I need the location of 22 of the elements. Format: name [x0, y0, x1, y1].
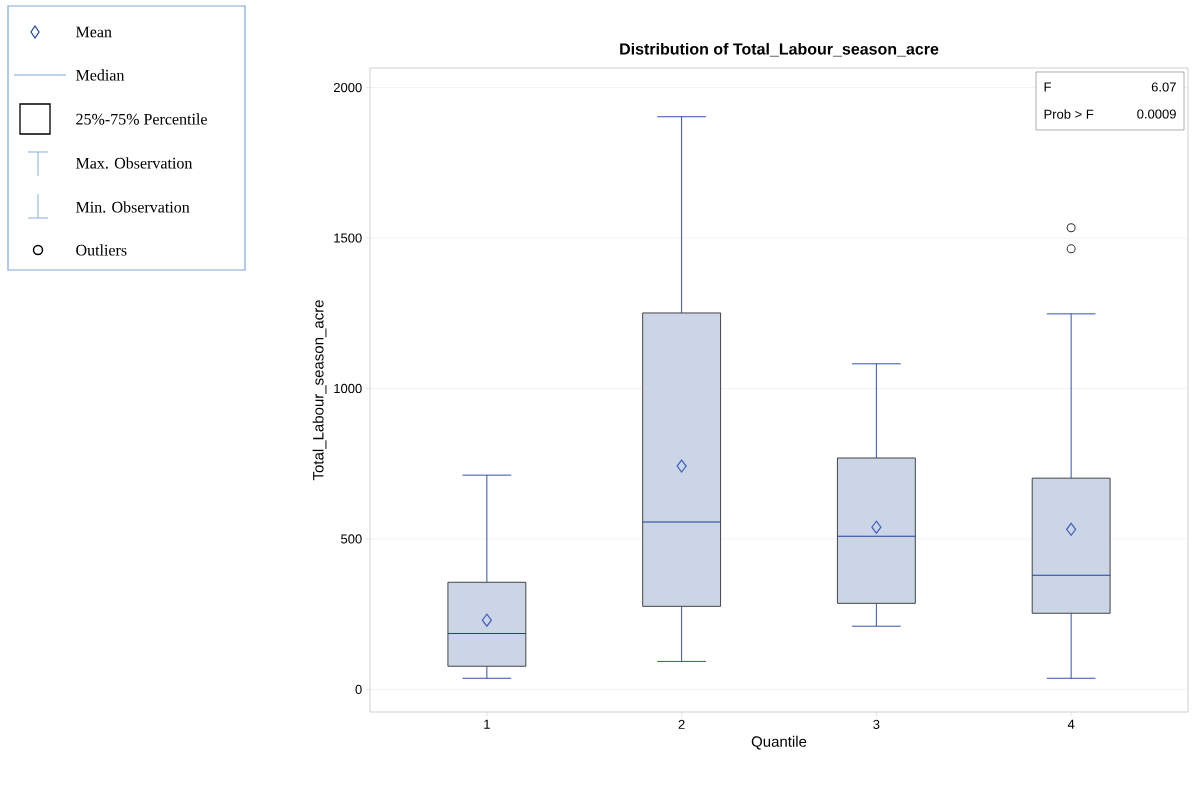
- text: Max. Observation: [76, 157, 193, 169]
- x-tick-label: 3: [873, 719, 880, 729]
- y-tick-label: 1000: [334, 383, 362, 394]
- x-tick-label: 4: [1067, 719, 1075, 729]
- text: 25%-75% Percentile: [76, 113, 207, 125]
- annotation: Prob > F: [1044, 109, 1094, 119]
- x-axis-title: Quantile: [751, 735, 807, 750]
- text: Mean: [76, 26, 112, 38]
- chart-title: Distribution of Total_Labour_season_acre: [620, 42, 939, 57]
- y-tick-label: 2000: [333, 82, 362, 93]
- annotation: F: [1044, 82, 1051, 92]
- text: Outliers: [76, 244, 127, 256]
- y-tick-label: 1500: [334, 233, 362, 243]
- y-tick-label: 0: [355, 684, 362, 695]
- annotation: 6.07: [1151, 82, 1176, 92]
- annotation: 0.0009: [1137, 109, 1176, 119]
- x-tick-label: 2: [678, 719, 685, 729]
- text: Min. Observation: [76, 201, 190, 213]
- y-axis-title: Total_Labour_season_acre: [312, 300, 327, 481]
- y-tick-label: 500: [341, 534, 362, 544]
- text: Median: [76, 69, 125, 81]
- x-tick-label: 1: [484, 719, 490, 729]
